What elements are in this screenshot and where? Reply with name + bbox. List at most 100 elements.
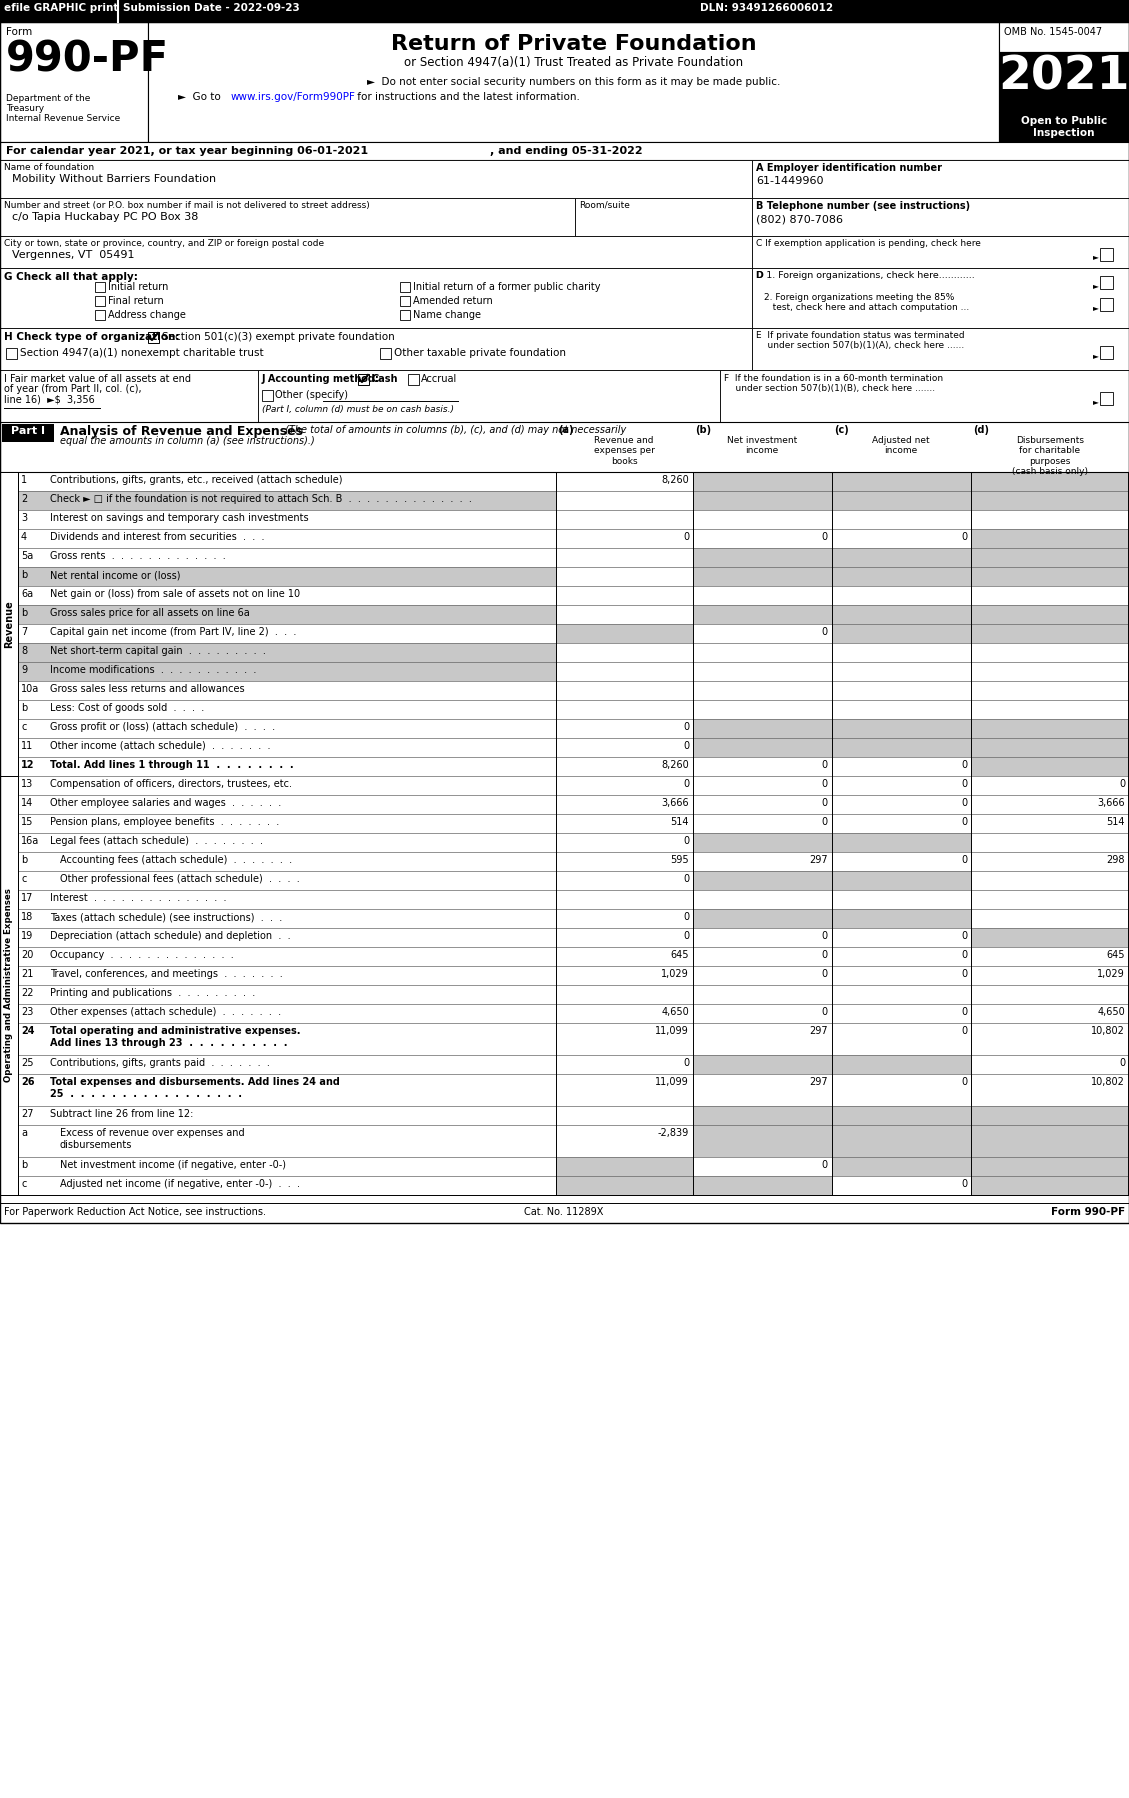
Text: 645: 645 — [671, 949, 689, 960]
Text: 16a: 16a — [21, 836, 40, 847]
Text: 0: 0 — [822, 779, 828, 789]
Text: 0: 0 — [822, 949, 828, 960]
Text: 0: 0 — [961, 1007, 968, 1018]
Text: , and ending 05-31-2022: , and ending 05-31-2022 — [490, 146, 642, 156]
Bar — [380, 349, 391, 360]
Text: Contributions, gifts, grants, etc., received (attach schedule): Contributions, gifts, grants, etc., rece… — [50, 475, 342, 485]
Bar — [832, 870, 971, 890]
Bar — [18, 644, 555, 662]
Text: Adjusted net income (if negative, enter -0-)  .  .  .: Adjusted net income (if negative, enter … — [60, 1179, 300, 1188]
Text: 0: 0 — [961, 1077, 968, 1088]
Text: Initial return: Initial return — [108, 282, 168, 291]
Text: under section 507(b)(1)(B), check here .......: under section 507(b)(1)(B), check here .… — [724, 385, 935, 394]
Text: Net short-term capital gain  .  .  .  .  .  .  .  .  .: Net short-term capital gain . . . . . . … — [50, 645, 265, 656]
Text: Gross sales price for all assets on line 6a: Gross sales price for all assets on line… — [50, 608, 250, 619]
Text: 0: 0 — [961, 798, 968, 807]
Text: Form 990-PF: Form 990-PF — [1051, 1206, 1124, 1217]
Text: 11,099: 11,099 — [655, 1077, 689, 1088]
Text: Travel, conferences, and meetings  .  .  .  .  .  .  .: Travel, conferences, and meetings . . . … — [50, 969, 282, 978]
Bar — [971, 1176, 1129, 1196]
Text: For Paperwork Reduction Act Notice, see instructions.: For Paperwork Reduction Act Notice, see … — [5, 1206, 266, 1217]
Text: 0: 0 — [822, 1160, 828, 1170]
Bar — [148, 333, 159, 343]
Text: 11: 11 — [21, 741, 33, 752]
Text: (Part I, column (d) must be on cash basis.): (Part I, column (d) must be on cash basi… — [262, 405, 454, 414]
Text: b: b — [21, 570, 27, 581]
Text: Depreciation (attach schedule) and depletion  .  .: Depreciation (attach schedule) and deple… — [50, 931, 290, 940]
Text: H Check type of organization:: H Check type of organization: — [5, 333, 180, 342]
Text: 25: 25 — [21, 1057, 34, 1068]
Text: Gross rents  .  .  .  .  .  .  .  .  .  .  .  .  .: Gross rents . . . . . . . . . . . . . — [50, 550, 226, 561]
Bar — [832, 832, 971, 852]
Text: Dividends and interest from securities  .  .  .: Dividends and interest from securities .… — [50, 532, 264, 541]
Bar — [832, 491, 971, 511]
Bar — [971, 757, 1129, 777]
Text: Revenue and
expenses per
books: Revenue and expenses per books — [594, 435, 655, 466]
Bar — [971, 473, 1129, 491]
Text: Net investment
income: Net investment income — [727, 435, 797, 455]
Bar — [752, 327, 1129, 370]
Text: 2. Foreign organizations meeting the 85%: 2. Foreign organizations meeting the 85% — [764, 293, 954, 302]
Bar — [358, 374, 369, 385]
Text: c: c — [21, 874, 26, 885]
Bar — [0, 22, 148, 142]
Bar — [0, 236, 752, 268]
Bar — [971, 928, 1129, 948]
Bar — [693, 1055, 832, 1073]
Text: Mobility Without Barriers Foundation: Mobility Without Barriers Foundation — [12, 174, 216, 183]
Bar — [832, 604, 971, 624]
Text: Return of Private Foundation: Return of Private Foundation — [391, 34, 756, 54]
Text: Less: Cost of goods sold  .  .  .  .: Less: Cost of goods sold . . . . — [50, 703, 204, 714]
Bar — [0, 22, 1129, 1223]
Text: 0: 0 — [822, 628, 828, 636]
Text: 298: 298 — [1106, 856, 1124, 865]
Text: Number and street (or P.O. box number if mail is not delivered to street address: Number and street (or P.O. box number if… — [5, 201, 370, 210]
Text: for instructions and the latest information.: for instructions and the latest informat… — [355, 92, 580, 102]
Text: 297: 297 — [809, 856, 828, 865]
Bar — [400, 297, 410, 306]
Text: 0: 0 — [822, 816, 828, 827]
Text: Other income (attach schedule)  .  .  .  .  .  .  .: Other income (attach schedule) . . . . .… — [50, 741, 271, 752]
Text: 2021: 2021 — [998, 54, 1129, 99]
Text: 0: 0 — [961, 949, 968, 960]
Bar — [18, 604, 555, 624]
Text: 18: 18 — [21, 912, 33, 922]
Text: OMB No. 1545-0047: OMB No. 1545-0047 — [1004, 27, 1102, 38]
Bar — [971, 719, 1129, 737]
Bar — [693, 737, 832, 757]
Text: Open to Public: Open to Public — [1021, 117, 1108, 126]
Text: 11,099: 11,099 — [655, 1027, 689, 1036]
Bar — [555, 624, 693, 644]
Bar — [832, 719, 971, 737]
Bar — [999, 22, 1129, 52]
Text: b: b — [21, 856, 27, 865]
Text: equal the amounts in column (a) (see instructions).): equal the amounts in column (a) (see ins… — [60, 435, 315, 446]
Text: Amended return: Amended return — [413, 297, 492, 306]
Text: 8,260: 8,260 — [662, 475, 689, 485]
Text: under section 507(b)(1)(A), check here ......: under section 507(b)(1)(A), check here .… — [756, 342, 964, 351]
Text: 0: 0 — [961, 816, 968, 827]
Text: Interest on savings and temporary cash investments: Interest on savings and temporary cash i… — [50, 512, 308, 523]
Text: Treasury: Treasury — [6, 104, 44, 113]
Text: 17: 17 — [21, 894, 34, 903]
Text: (d): (d) — [973, 424, 989, 435]
Bar — [18, 662, 555, 681]
Text: 3,666: 3,666 — [1097, 798, 1124, 807]
Text: 0: 0 — [961, 856, 968, 865]
Text: G Check all that apply:: G Check all that apply: — [5, 271, 138, 282]
Text: Net investment income (if negative, enter -0-): Net investment income (if negative, ente… — [60, 1160, 286, 1170]
Bar — [693, 719, 832, 737]
Bar — [720, 370, 1129, 423]
Bar — [752, 268, 1129, 327]
Bar — [1100, 298, 1113, 311]
Text: b: b — [21, 608, 27, 619]
Bar — [971, 624, 1129, 644]
Bar — [971, 1126, 1129, 1156]
Text: Occupancy  .  .  .  .  .  .  .  .  .  .  .  .  .  .: Occupancy . . . . . . . . . . . . . . — [50, 949, 234, 960]
Bar — [555, 1156, 693, 1176]
Text: 0: 0 — [961, 969, 968, 978]
Text: (a): (a) — [558, 424, 574, 435]
Text: Inspection: Inspection — [1033, 128, 1095, 138]
Bar — [832, 548, 971, 566]
Text: Accounting fees (attach schedule)  .  .  .  .  .  .  .: Accounting fees (attach schedule) . . . … — [60, 856, 292, 865]
